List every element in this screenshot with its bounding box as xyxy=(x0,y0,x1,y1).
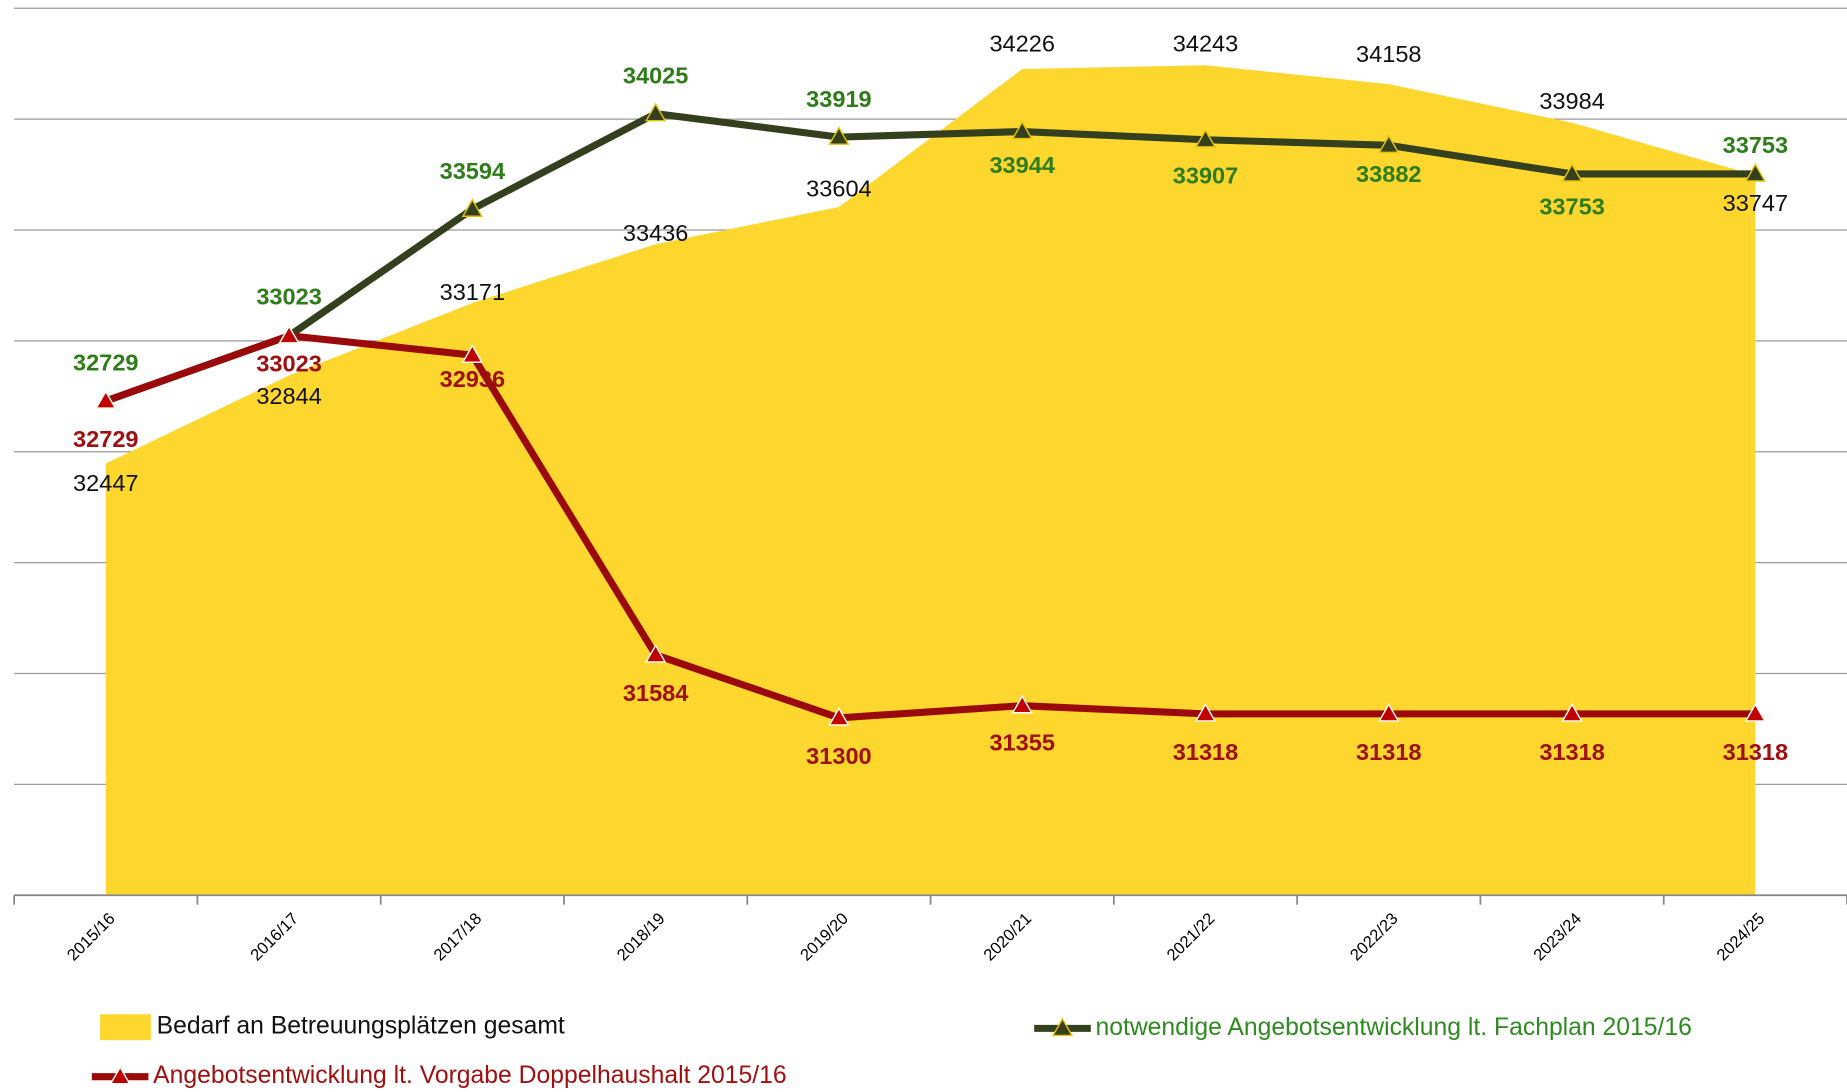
data-label: 32729 xyxy=(73,426,138,452)
data-label: 32936 xyxy=(440,366,505,392)
x-tick-label: 2015/16 xyxy=(64,910,119,965)
marker xyxy=(1378,703,1400,722)
marker xyxy=(1561,163,1583,182)
legend-marker xyxy=(109,1065,131,1085)
legend-label: notwendige Angebotsentwicklung lt. Fachp… xyxy=(1095,1014,1691,1041)
marker xyxy=(461,198,483,217)
legend-item: Angebotsentwicklung lt. Vorgabe Doppelha… xyxy=(91,1062,787,1089)
line xyxy=(104,332,1756,722)
x-tick-label: 2023/24 xyxy=(1530,910,1585,965)
marker xyxy=(1378,134,1400,154)
data-label: 34158 xyxy=(1356,41,1421,67)
marker xyxy=(1744,163,1766,182)
legend-item: Bedarf an Betreuungsplätzen gesamt xyxy=(100,1013,565,1041)
line xyxy=(104,110,1756,405)
x-tick-label: 2019/20 xyxy=(797,910,852,965)
data-label: 32844 xyxy=(256,383,321,409)
legend-label: Angebotsentwicklung lt. Vorgabe Doppelha… xyxy=(153,1062,787,1089)
x-tick-label: 2020/21 xyxy=(980,910,1035,965)
marker xyxy=(1194,128,1217,148)
marker xyxy=(1561,703,1583,722)
marker xyxy=(461,344,483,363)
data-label: 33753 xyxy=(1723,132,1788,158)
data-label: 33747 xyxy=(1723,190,1788,216)
data-label: 33919 xyxy=(806,86,871,112)
data-label: 31355 xyxy=(989,730,1054,756)
x-tick-label: 2016/17 xyxy=(247,910,302,965)
marker xyxy=(828,126,850,145)
legend-marker xyxy=(1051,1017,1074,1037)
data-label: 32729 xyxy=(73,350,138,376)
data-label: 31318 xyxy=(1173,739,1238,765)
marker xyxy=(644,102,667,122)
data-label: 33436 xyxy=(623,220,688,246)
legend-item: notwendige Angebotsentwicklung lt. Fachp… xyxy=(1034,1014,1692,1041)
data-label: 33023 xyxy=(256,350,321,376)
marker xyxy=(278,324,300,344)
x-tick-label: 2017/18 xyxy=(430,910,485,965)
data-label: 31584 xyxy=(623,680,688,706)
marker xyxy=(1194,703,1217,722)
data-label: 33882 xyxy=(1356,161,1421,187)
marker xyxy=(1011,120,1033,140)
marker xyxy=(644,644,667,663)
x-tick-label: 2022/23 xyxy=(1347,910,1402,965)
data-label: 33944 xyxy=(989,152,1054,178)
data-label: 31300 xyxy=(806,743,871,769)
data-label: 32447 xyxy=(73,470,138,496)
marker xyxy=(1744,703,1766,722)
x-tick-label: 2024/25 xyxy=(1713,910,1768,965)
data-label: 33907 xyxy=(1173,163,1238,189)
x-tick-label: 2018/19 xyxy=(614,910,669,965)
area xyxy=(105,65,1756,896)
data-label: 34025 xyxy=(623,62,688,88)
data-label: 33604 xyxy=(806,176,871,202)
data-label: 31318 xyxy=(1539,739,1604,765)
x-tick-label: 2021/22 xyxy=(1164,910,1219,965)
data-label: 33753 xyxy=(1539,193,1604,219)
marker xyxy=(1011,694,1033,714)
data-label: 33023 xyxy=(256,283,321,309)
data-label: 31318 xyxy=(1723,739,1788,765)
data-label: 33594 xyxy=(440,158,505,184)
marker xyxy=(95,390,117,409)
data-label: 34243 xyxy=(1173,30,1238,56)
data-label: 31318 xyxy=(1356,739,1421,765)
marker xyxy=(828,707,850,726)
legend-swatch xyxy=(100,1014,151,1041)
data-label: 34226 xyxy=(989,31,1054,57)
data-label: 33984 xyxy=(1539,88,1604,114)
legend-label: Bedarf an Betreuungsplätzen gesamt xyxy=(157,1013,565,1040)
data-label: 33171 xyxy=(440,279,505,305)
